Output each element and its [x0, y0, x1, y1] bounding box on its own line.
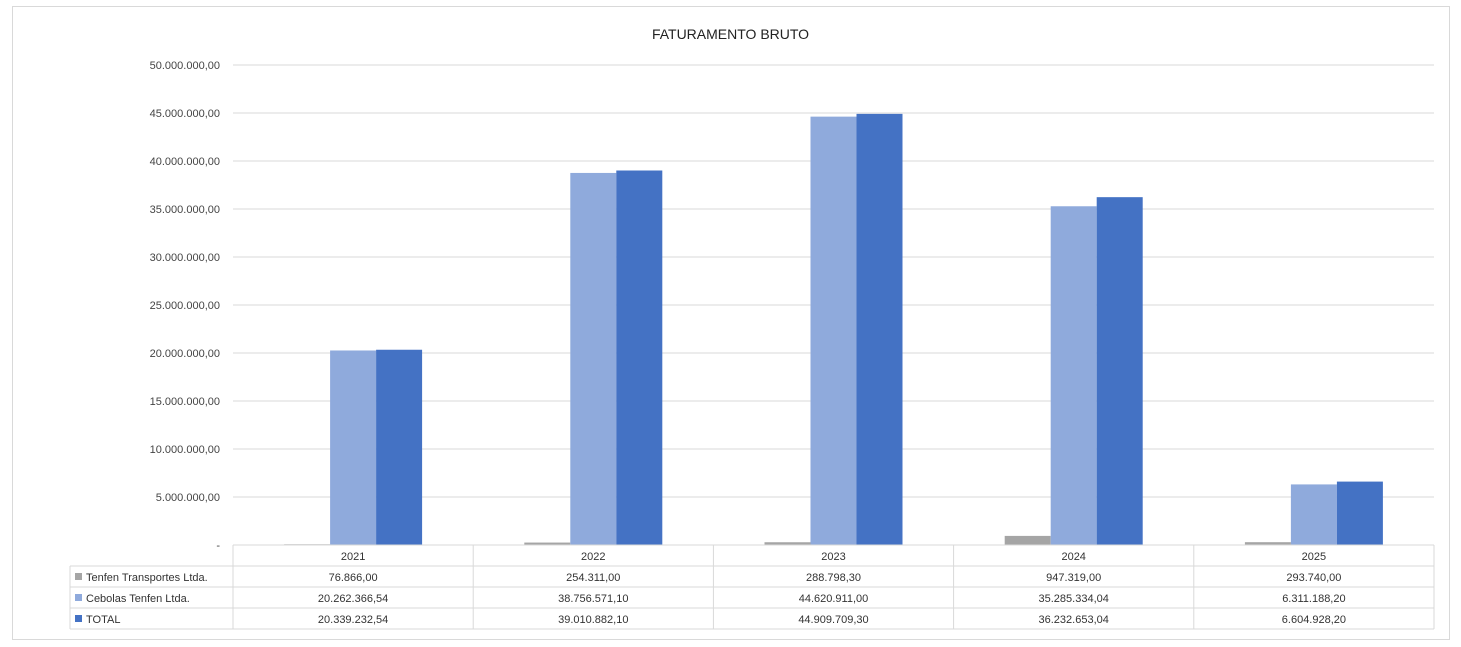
data-value-label: 254.311,00 — [566, 572, 620, 584]
data-value-label: 20.262.366,54 — [318, 593, 388, 605]
data-value-label: 6.311.188,20 — [1282, 593, 1345, 605]
bar-total — [616, 170, 663, 545]
bar-tenfen-transportes-ltda — [764, 542, 811, 545]
y-tick-label: 45.000.000,00 — [150, 108, 220, 120]
x-category-label: 2025 — [1302, 551, 1326, 563]
y-tick-label: 15.000.000,00 — [150, 396, 220, 408]
bar-tenfen-transportes-ltda — [1004, 535, 1051, 545]
data-value-label: 44.620.911,00 — [799, 593, 869, 605]
series-name-label: Cebolas Tenfen Ltda. — [86, 593, 190, 605]
series-name-label: TOTAL — [86, 614, 120, 626]
legend-swatch — [75, 594, 82, 601]
data-value-label: 44.909.709,30 — [798, 614, 868, 626]
data-value-label: 6.604.928,20 — [1282, 614, 1346, 626]
bar-total — [856, 113, 903, 545]
data-value-label: 947.319,00 — [1046, 572, 1101, 584]
y-tick-label: 10.000.000,00 — [150, 444, 220, 456]
series-name-label: Tenfen Transportes Ltda. — [86, 572, 208, 584]
y-tick-label: 5.000.000,00 — [156, 492, 220, 504]
bar-total — [1336, 481, 1383, 545]
y-tick-label: 50.000.000,00 — [150, 60, 220, 72]
y-tick-label: 35.000.000,00 — [150, 204, 220, 216]
chart-title: FATURAMENTO BRUTO — [651, 26, 810, 42]
bar-cebolas-tenfen-ltda — [1050, 206, 1097, 545]
bar-cebolas-tenfen-ltda — [330, 350, 377, 545]
data-value-label: 35.285.334,04 — [1039, 593, 1109, 605]
data-value-label: 38.756.571,10 — [558, 593, 628, 605]
bar-total — [1096, 197, 1143, 545]
data-value-label: 36.232.653,04 — [1039, 614, 1109, 626]
legend-swatch — [75, 615, 82, 622]
y-tick-label: 30.000.000,00 — [150, 252, 220, 264]
y-tick-label: - — [216, 540, 220, 552]
y-tick-label: 25.000.000,00 — [150, 300, 220, 312]
x-category-label: 2022 — [581, 551, 605, 563]
bar-cebolas-tenfen-ltda — [570, 172, 617, 545]
data-value-label: 39.010.882,10 — [558, 614, 628, 626]
data-value-label: 288.798,30 — [806, 572, 861, 584]
x-category-label: 2024 — [1061, 551, 1085, 563]
bar-cebolas-tenfen-ltda — [810, 116, 857, 545]
data-value-label: 293.740,00 — [1286, 572, 1341, 584]
x-category-label: 2021 — [341, 551, 365, 563]
data-value-label: 76.866,00 — [329, 572, 378, 584]
data-value-label: 20.339.232,54 — [318, 614, 388, 626]
chart-frame — [12, 6, 1450, 640]
bar-tenfen-transportes-ltda — [1244, 542, 1291, 545]
legend-swatch — [75, 573, 82, 580]
bar-tenfen-transportes-ltda — [524, 542, 571, 545]
x-category-label: 2023 — [821, 551, 845, 563]
bar-total — [376, 349, 423, 545]
bar-cebolas-tenfen-ltda — [1290, 484, 1337, 545]
y-tick-label: 20.000.000,00 — [150, 348, 220, 360]
y-tick-label: 40.000.000,00 — [150, 156, 220, 168]
